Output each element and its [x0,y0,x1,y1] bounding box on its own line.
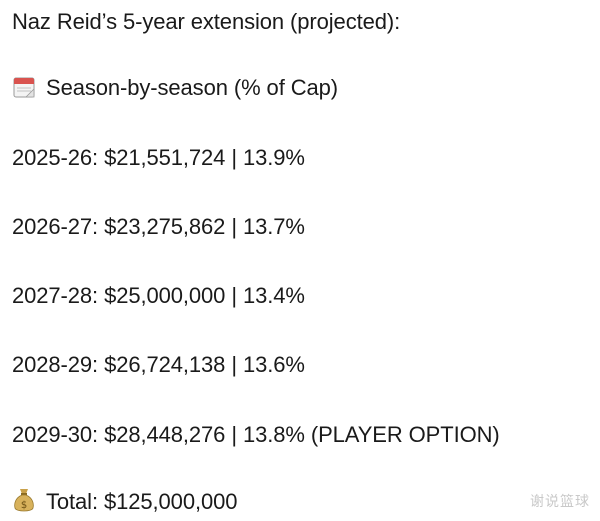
svg-text:$: $ [21,500,27,511]
section-label: Season-by-season (% of Cap) [46,75,339,100]
season-row: 2025-26: $21,551,724 | 13.9% [12,145,305,170]
total-label: Total: $125,000,000 [46,489,238,514]
section-header: Season-by-season (% of Cap) [12,74,338,106]
season-row: 2029-30: $28,448,276 | 13.8% (PLAYER OPT… [12,422,500,447]
calendar-icon [12,75,36,106]
season-row: 2027-28: $25,000,000 | 13.4% [12,283,305,308]
watermark: 谢说篮球 [530,494,590,510]
season-row: 2026-27: $23,275,862 | 13.7% [12,214,305,239]
money-bag-icon: $ [12,487,36,520]
post-title: Naz Reid’s 5-year extension (projected): [12,9,401,34]
total-line: $ Total: $125,000,000 [12,487,237,520]
season-row: 2028-29: $26,724,138 | 13.6% [12,352,305,377]
